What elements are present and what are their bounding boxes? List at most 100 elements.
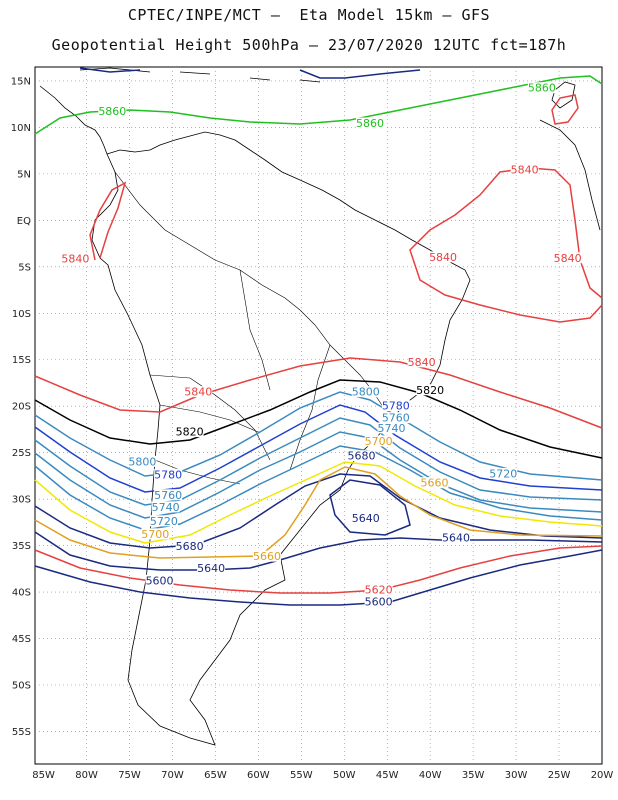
contour-label: 5860: [356, 117, 384, 130]
central-america-coast: [39, 85, 108, 155]
contour-label: 5800: [128, 455, 156, 468]
lon-tick-label: 55W: [290, 770, 313, 781]
contour-label: 5840: [429, 251, 457, 264]
contour-label: 5820: [176, 426, 204, 439]
contour-label: 5860: [98, 105, 126, 118]
contour-label: 5680: [347, 450, 375, 463]
contour-5840-north: [409, 167, 603, 323]
contour-label: 5800: [352, 386, 380, 399]
contour-5560: [79, 67, 421, 79]
lon-tick-label: 25W: [548, 770, 571, 781]
lon-tick-label: 35W: [462, 770, 485, 781]
contour-label-bg: [252, 550, 281, 562]
contour-labels: 5860 5860 5860 5840 5840 5840 5840 5840 5840 5820…: [61, 82, 582, 609]
contour-5840-island: [551, 94, 579, 125]
africa-coast: [539, 119, 601, 231]
contour-label-bg: [429, 251, 458, 263]
lat-tick-label: 35S: [12, 541, 31, 552]
contour-label: 5640: [352, 512, 380, 525]
contour-label-bg: [381, 400, 410, 412]
contour-label-bg: [184, 386, 213, 398]
contour-label-bg: [351, 512, 380, 524]
contour-label-bg: [141, 528, 170, 540]
lon-tick-label: 45W: [376, 770, 399, 781]
contour-label-bg: [154, 489, 183, 501]
contour-label-bg: [347, 450, 376, 462]
lat-tick-label: 30S: [12, 495, 31, 506]
contour-label-bg: [441, 532, 470, 544]
contour-label-bg: [489, 467, 518, 479]
contour-label-bg: [98, 105, 127, 117]
lat-tick-label: 25S: [12, 448, 31, 459]
south-america-coast: [91, 131, 471, 746]
contour-label-bg: [381, 412, 410, 424]
contour-5700: [34, 461, 603, 544]
contour-label: 5600: [146, 574, 174, 587]
contour-label-bg: [154, 468, 183, 480]
contour-5640: [34, 531, 603, 571]
lat-tick-label: 10N: [11, 123, 31, 134]
contour-label: 5840: [408, 356, 436, 369]
contour-5780: [34, 404, 603, 493]
lat-tick-label: 15N: [11, 76, 31, 87]
contour-label: 5620: [365, 584, 393, 597]
contour-label-bg: [420, 477, 449, 489]
contour-label: 5740: [378, 422, 406, 435]
contour-label: 5640: [197, 562, 225, 575]
contour-5600: [34, 549, 603, 606]
contour-label-bg: [364, 435, 393, 447]
contour-5620: [34, 545, 603, 594]
lat-tick-label: 40S: [12, 588, 31, 599]
map-title-line-2: Geopotential Height 500hPa – 23/07/2020 …: [51, 36, 567, 54]
contour-label-bg: [351, 386, 380, 398]
contour-5640-low: [329, 479, 411, 536]
contour-5840-west: [89, 181, 127, 261]
axis-ticks: 15N 10N 5N EQ 5S 10S 15S 20S 25S 30S 35S 40S 45S 50S 5…: [11, 76, 614, 781]
contour-5800: [34, 391, 603, 481]
lat-tick-label: 15S: [12, 355, 31, 366]
contour-5660: [34, 466, 603, 559]
lon-tick-label: 50W: [333, 770, 356, 781]
contour-label: 5680: [176, 540, 204, 553]
lon-tick-label: 20W: [591, 770, 614, 781]
lon-tick-label: 85W: [32, 770, 55, 781]
lon-tick-label: 80W: [75, 770, 98, 781]
contour-label: 5840: [184, 386, 212, 399]
contour-label-bg: [377, 422, 406, 434]
contour-label: 5840: [554, 252, 582, 265]
map-title-line-1: CPTEC/INPE/MCT – Eta Model 15km – GFS: [127, 6, 491, 24]
atlantic-islands: [551, 81, 576, 109]
contour-label: 5760: [382, 412, 410, 425]
contour-label-bg: [527, 82, 556, 94]
contour-label-bg: [175, 540, 204, 552]
contour-label-bg: [61, 253, 90, 265]
contour-label-bg: [407, 356, 436, 368]
contour-label-bg: [145, 574, 174, 586]
coastlines: [39, 67, 601, 746]
lat-tick-label: 20S: [12, 402, 31, 413]
contour-label-bg: [128, 455, 157, 467]
contour-label: 5860: [528, 82, 556, 95]
contour-5820: [34, 379, 603, 459]
lon-tick-label: 60W: [247, 770, 270, 781]
contour-label: 5700: [141, 528, 169, 541]
contour-label: 5640: [442, 532, 470, 545]
graticule: [35, 67, 602, 764]
country-borders: [114, 171, 386, 485]
lat-tick-label: 10S: [12, 309, 31, 320]
contour-label: 5840: [511, 164, 539, 177]
height-contours: [34, 67, 603, 606]
contour-label-bg: [149, 515, 178, 527]
lon-tick-label: 65W: [204, 770, 227, 781]
contour-label: 5660: [253, 550, 281, 563]
lat-tick-label: 45S: [12, 634, 31, 645]
contour-label-bg: [151, 501, 180, 513]
contour-label: 5660: [420, 477, 448, 490]
contour-label: 5780: [382, 400, 410, 413]
contour-label-bg: [197, 562, 226, 574]
contour-5760: [34, 417, 603, 506]
contour-label-bg: [364, 584, 393, 596]
lat-tick-label: 5S: [18, 262, 31, 273]
contour-label: 5700: [365, 435, 393, 448]
